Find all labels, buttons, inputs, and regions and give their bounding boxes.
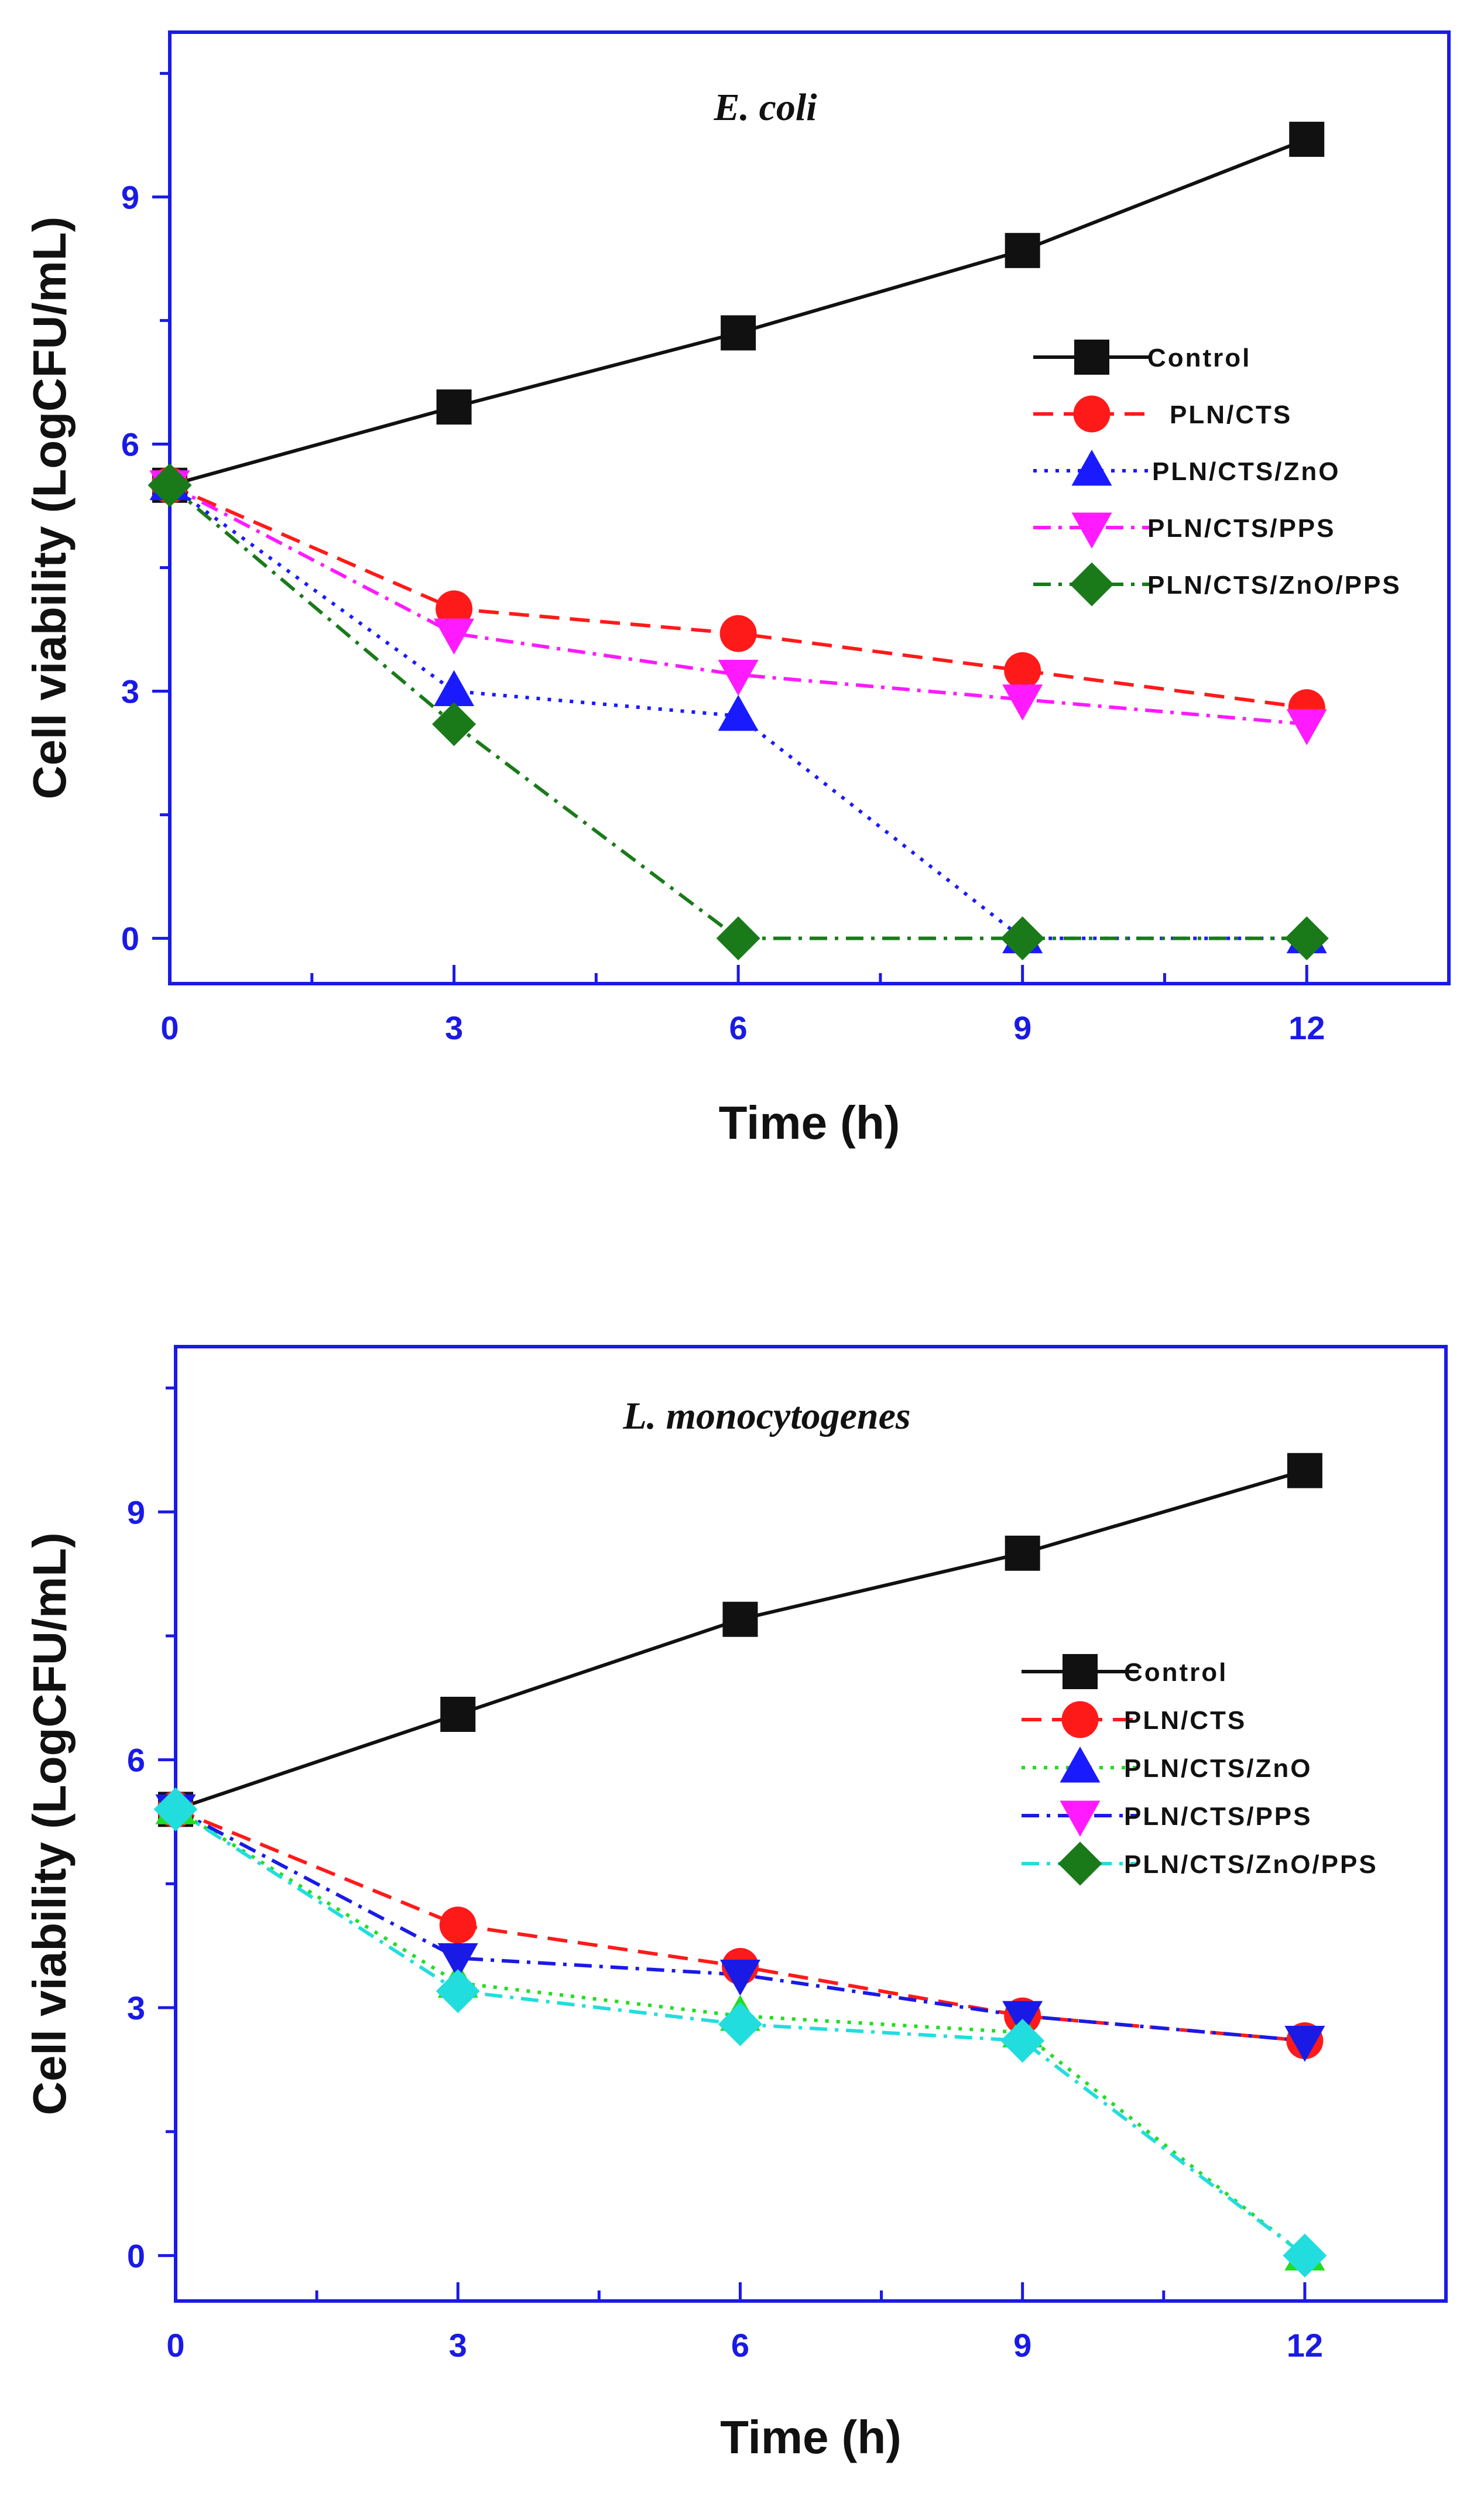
data-point-4-4 [1284,916,1329,961]
data-point-3-1 [437,1943,478,1980]
data-point-3-4 [1284,2025,1325,2062]
chart-panel-1: 0 3 6 9 12 0 3 6 9 Time (h) Cell viability (LogCFU… [23,30,1451,1149]
y-tick-label: 6 [127,1742,145,1779]
legend-label: PLN/CTS [1170,400,1292,429]
legend-label: PLN/CTS/PPS [1147,514,1336,543]
x-tick-label: 12 [1287,2327,1323,2364]
legend-label: PLN/CTS/ZnO [1152,457,1340,486]
legend-marker [1071,512,1112,549]
data-point-2-1 [434,670,475,707]
data-point-2-2 [718,694,759,731]
x-tick-label: 6 [729,1009,748,1046]
data-point-3-2 [718,659,759,696]
data-point-0-4 [1287,1453,1322,1488]
data-point-0-2 [722,1601,758,1637]
data-point-0-1 [440,1697,476,1732]
y-axis-title: Cell viability (LogCFU/mL) [23,217,76,800]
y-tick-label: 0 [127,2237,145,2274]
data-point-4-2 [718,2002,762,2046]
legend-marker [1060,1800,1101,1837]
data-point-4-4 [1283,2233,1327,2278]
legend-marker [1061,1701,1099,1738]
y-tick-label: 6 [121,426,139,463]
series-line-0 [169,138,1308,487]
x-tick-label: 6 [731,2327,749,2364]
data-point-3-2 [719,1960,760,1996]
legend: Control PLN/CTS PLN/CTS/ZnO PLN/CTS/PPS PLN/… [1033,340,1401,607]
x-tick-label: 12 [1288,1009,1325,1046]
data-point-3-4 [1286,709,1327,745]
legend-marker [1073,395,1111,433]
legend-marker [1060,1747,1101,1783]
legend-marker [1058,1841,1102,1886]
x-tick-label: 9 [1013,2327,1031,2364]
data-point-3-3 [1002,684,1043,721]
data-point-4-1 [432,702,477,747]
legend-label: PLN/CTS/ZnO/PPS [1124,1850,1378,1879]
data-point-0-4 [1289,121,1325,157]
data-point-1-1 [436,590,473,628]
data-point-1-3 [1004,652,1041,689]
data-point-0-3 [1005,1535,1040,1571]
legend-marker [1071,450,1112,486]
data-point-0-2 [721,315,756,351]
data-point-4-2 [716,916,760,961]
x-axis-title: Time (h) [719,1097,900,1149]
data-point-4-1 [436,1969,480,2014]
data-point-0-1 [436,389,472,425]
y-tick-label: 3 [127,1990,145,2026]
x-axis-title: Time (h) [720,2411,902,2463]
legend-label: PLN/CTS/PPS [1124,1802,1312,1831]
data-point-4-3 [1000,2018,1045,2063]
legend-marker [1074,340,1109,375]
x-tick-label: 0 [166,2327,184,2364]
data-point-0-3 [1005,232,1040,268]
legend-label: PLN/CTS [1124,1706,1246,1735]
chart-title: E. coli [714,86,818,129]
x-tick-label: 3 [445,1009,463,1046]
series-line-3 [174,1807,1305,2043]
y-tick-label: 0 [121,920,139,957]
plot-frame [168,30,1451,985]
data-point-4-0 [148,463,192,508]
data-point-4-3 [1000,916,1045,961]
data-point-4-0 [153,1787,198,1831]
legend-marker [1063,1654,1098,1689]
y-tick-label: 9 [127,1494,145,1530]
legend-label: Control [1147,344,1251,372]
x-tick-label: 9 [1013,1009,1031,1046]
y-tick-label: 9 [121,179,139,215]
legend-label: Control [1124,1658,1228,1687]
data-point-1-1 [439,1906,477,1944]
data-point-3-1 [434,618,475,655]
chart-panel-2: 0 3 6 9 12 0 3 6 9 Time (h) Cell viability (LogCFU… [23,1345,1448,2463]
y-axis-title: Cell viability (LogCFU/mL) [23,1532,76,2115]
chart-title: L. monocytogenes [622,1395,910,1437]
legend: Control PLN/CTS PLN/CTS/ZnO PLN/CTS/PPS PLN/… [1022,1654,1378,1886]
legend-marker [1070,562,1114,607]
legend-label: PLN/CTS/ZnO/PPS [1147,571,1401,600]
x-tick-label: 3 [449,2327,467,2364]
data-point-1-2 [719,615,757,652]
y-tick-label: 3 [121,673,139,710]
legend-label: PLN/CTS/ZnO [1124,1754,1312,1783]
x-tick-label: 0 [160,1009,179,1046]
